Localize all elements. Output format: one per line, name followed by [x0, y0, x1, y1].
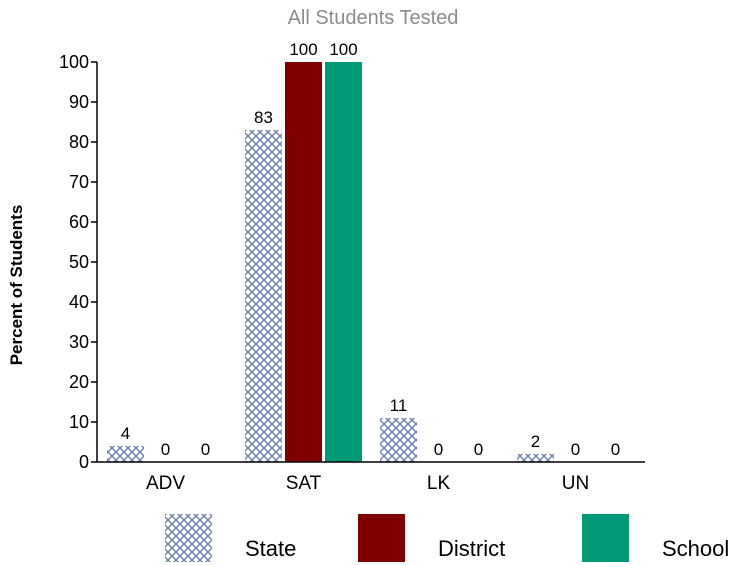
chart-subtitle: All Students Tested [288, 7, 459, 29]
x-tick-label-un: UN [562, 473, 589, 494]
bars [107, 62, 554, 462]
bar-state-lk [380, 418, 417, 462]
legend-swatch-school [582, 514, 629, 562]
y-tick-label: 50 [69, 252, 89, 272]
bar-school-sat [325, 62, 362, 462]
data-label-state-lk: 11 [390, 396, 408, 415]
y-axis-label: Percent of Students [7, 205, 26, 366]
y-tick-label: 20 [69, 372, 89, 392]
bar-district-sat [285, 62, 322, 462]
data-label-school-sat: 100 [329, 40, 357, 59]
y-axis: 0 10 20 30 40 50 60 70 80 90 100 [59, 52, 98, 472]
legend-label-district: District [438, 536, 505, 561]
y-tick-label: 10 [69, 412, 89, 432]
data-label-state-adv: 4 [121, 424, 130, 443]
y-tick-label: 80 [69, 132, 89, 152]
data-label-district-adv: 0 [161, 440, 170, 459]
legend: State District School [165, 514, 729, 562]
data-label-school-adv: 0 [201, 440, 210, 459]
bar-state-un [517, 454, 554, 462]
legend-label-school: School [662, 536, 729, 561]
legend-swatch-state [165, 514, 212, 562]
data-label-school-un: 0 [611, 440, 620, 459]
x-tick-label-lk: LK [427, 473, 451, 494]
y-tick-label: 30 [69, 332, 89, 352]
x-axis: ADV SAT LK UN [97, 461, 645, 494]
bar-state-sat [245, 130, 282, 462]
x-tick-label-sat: SAT [286, 473, 322, 494]
x-tick-label-adv: ADV [146, 473, 185, 494]
y-tick-label: 0 [79, 452, 89, 472]
data-label-district-lk: 0 [434, 440, 443, 459]
bar-state-adv [107, 446, 144, 462]
data-label-district-sat: 100 [289, 40, 317, 59]
legend-swatch-district [358, 514, 405, 562]
legend-label-state: State [245, 536, 296, 561]
y-tick-label: 90 [69, 92, 89, 112]
y-tick-label: 40 [69, 292, 89, 312]
data-label-state-sat: 83 [254, 108, 273, 127]
y-tick-label: 100 [59, 52, 89, 72]
data-label-school-lk: 0 [474, 440, 483, 459]
data-labels: 4 0 0 83 100 100 11 0 0 2 0 0 [121, 40, 620, 459]
data-label-state-un: 2 [531, 432, 540, 451]
data-label-district-un: 0 [571, 440, 580, 459]
y-tick-label: 60 [69, 212, 89, 232]
y-tick-label: 70 [69, 172, 89, 192]
